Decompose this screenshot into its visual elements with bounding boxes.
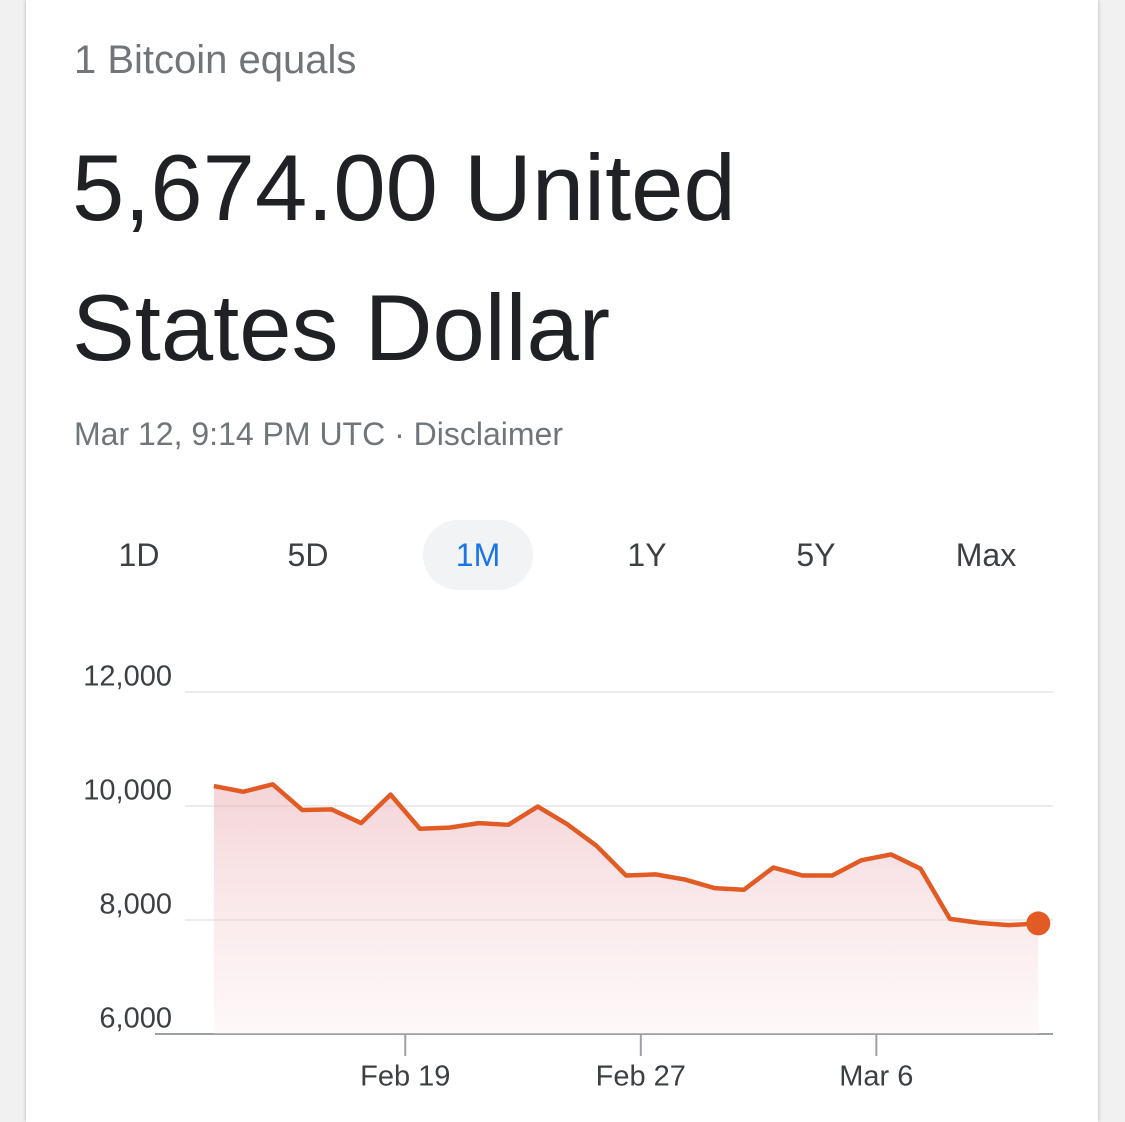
x-tick-label: Feb 19 xyxy=(360,1061,450,1093)
range-button[interactable]: 1D xyxy=(118,537,160,573)
separator: · xyxy=(394,416,405,452)
y-tick-label: 8,000 xyxy=(99,889,172,921)
line xyxy=(213,782,1039,928)
y-tick-label: 12,000 xyxy=(83,661,172,693)
range-button[interactable]: Max xyxy=(955,537,1017,573)
timestamp: Mar 12, 9:14 PM UTC xyxy=(74,416,386,452)
range-button[interactable]: 1Y xyxy=(627,537,667,573)
range-button[interactable]: 5D xyxy=(287,537,329,573)
area xyxy=(213,784,1039,1034)
x-tick-label: Mar 6 xyxy=(839,1061,913,1093)
subtitle: 1 Bitcoin equals xyxy=(74,38,357,82)
amount: 5,674.00 United States Dollar xyxy=(72,135,736,380)
last-point xyxy=(1026,911,1051,936)
y-tick-label: 6,000 xyxy=(99,1003,172,1035)
meta: Mar 12, 9:14 PM UTC · Disclaimer xyxy=(74,416,563,453)
disclaimer[interactable]: Disclaimer xyxy=(413,416,563,452)
range-button[interactable]: 1M xyxy=(423,520,533,590)
y-tick-label: 10,000 xyxy=(83,775,172,807)
range-button[interactable]: 5Y xyxy=(796,537,836,573)
x-tick-label: Feb 27 xyxy=(596,1061,686,1093)
